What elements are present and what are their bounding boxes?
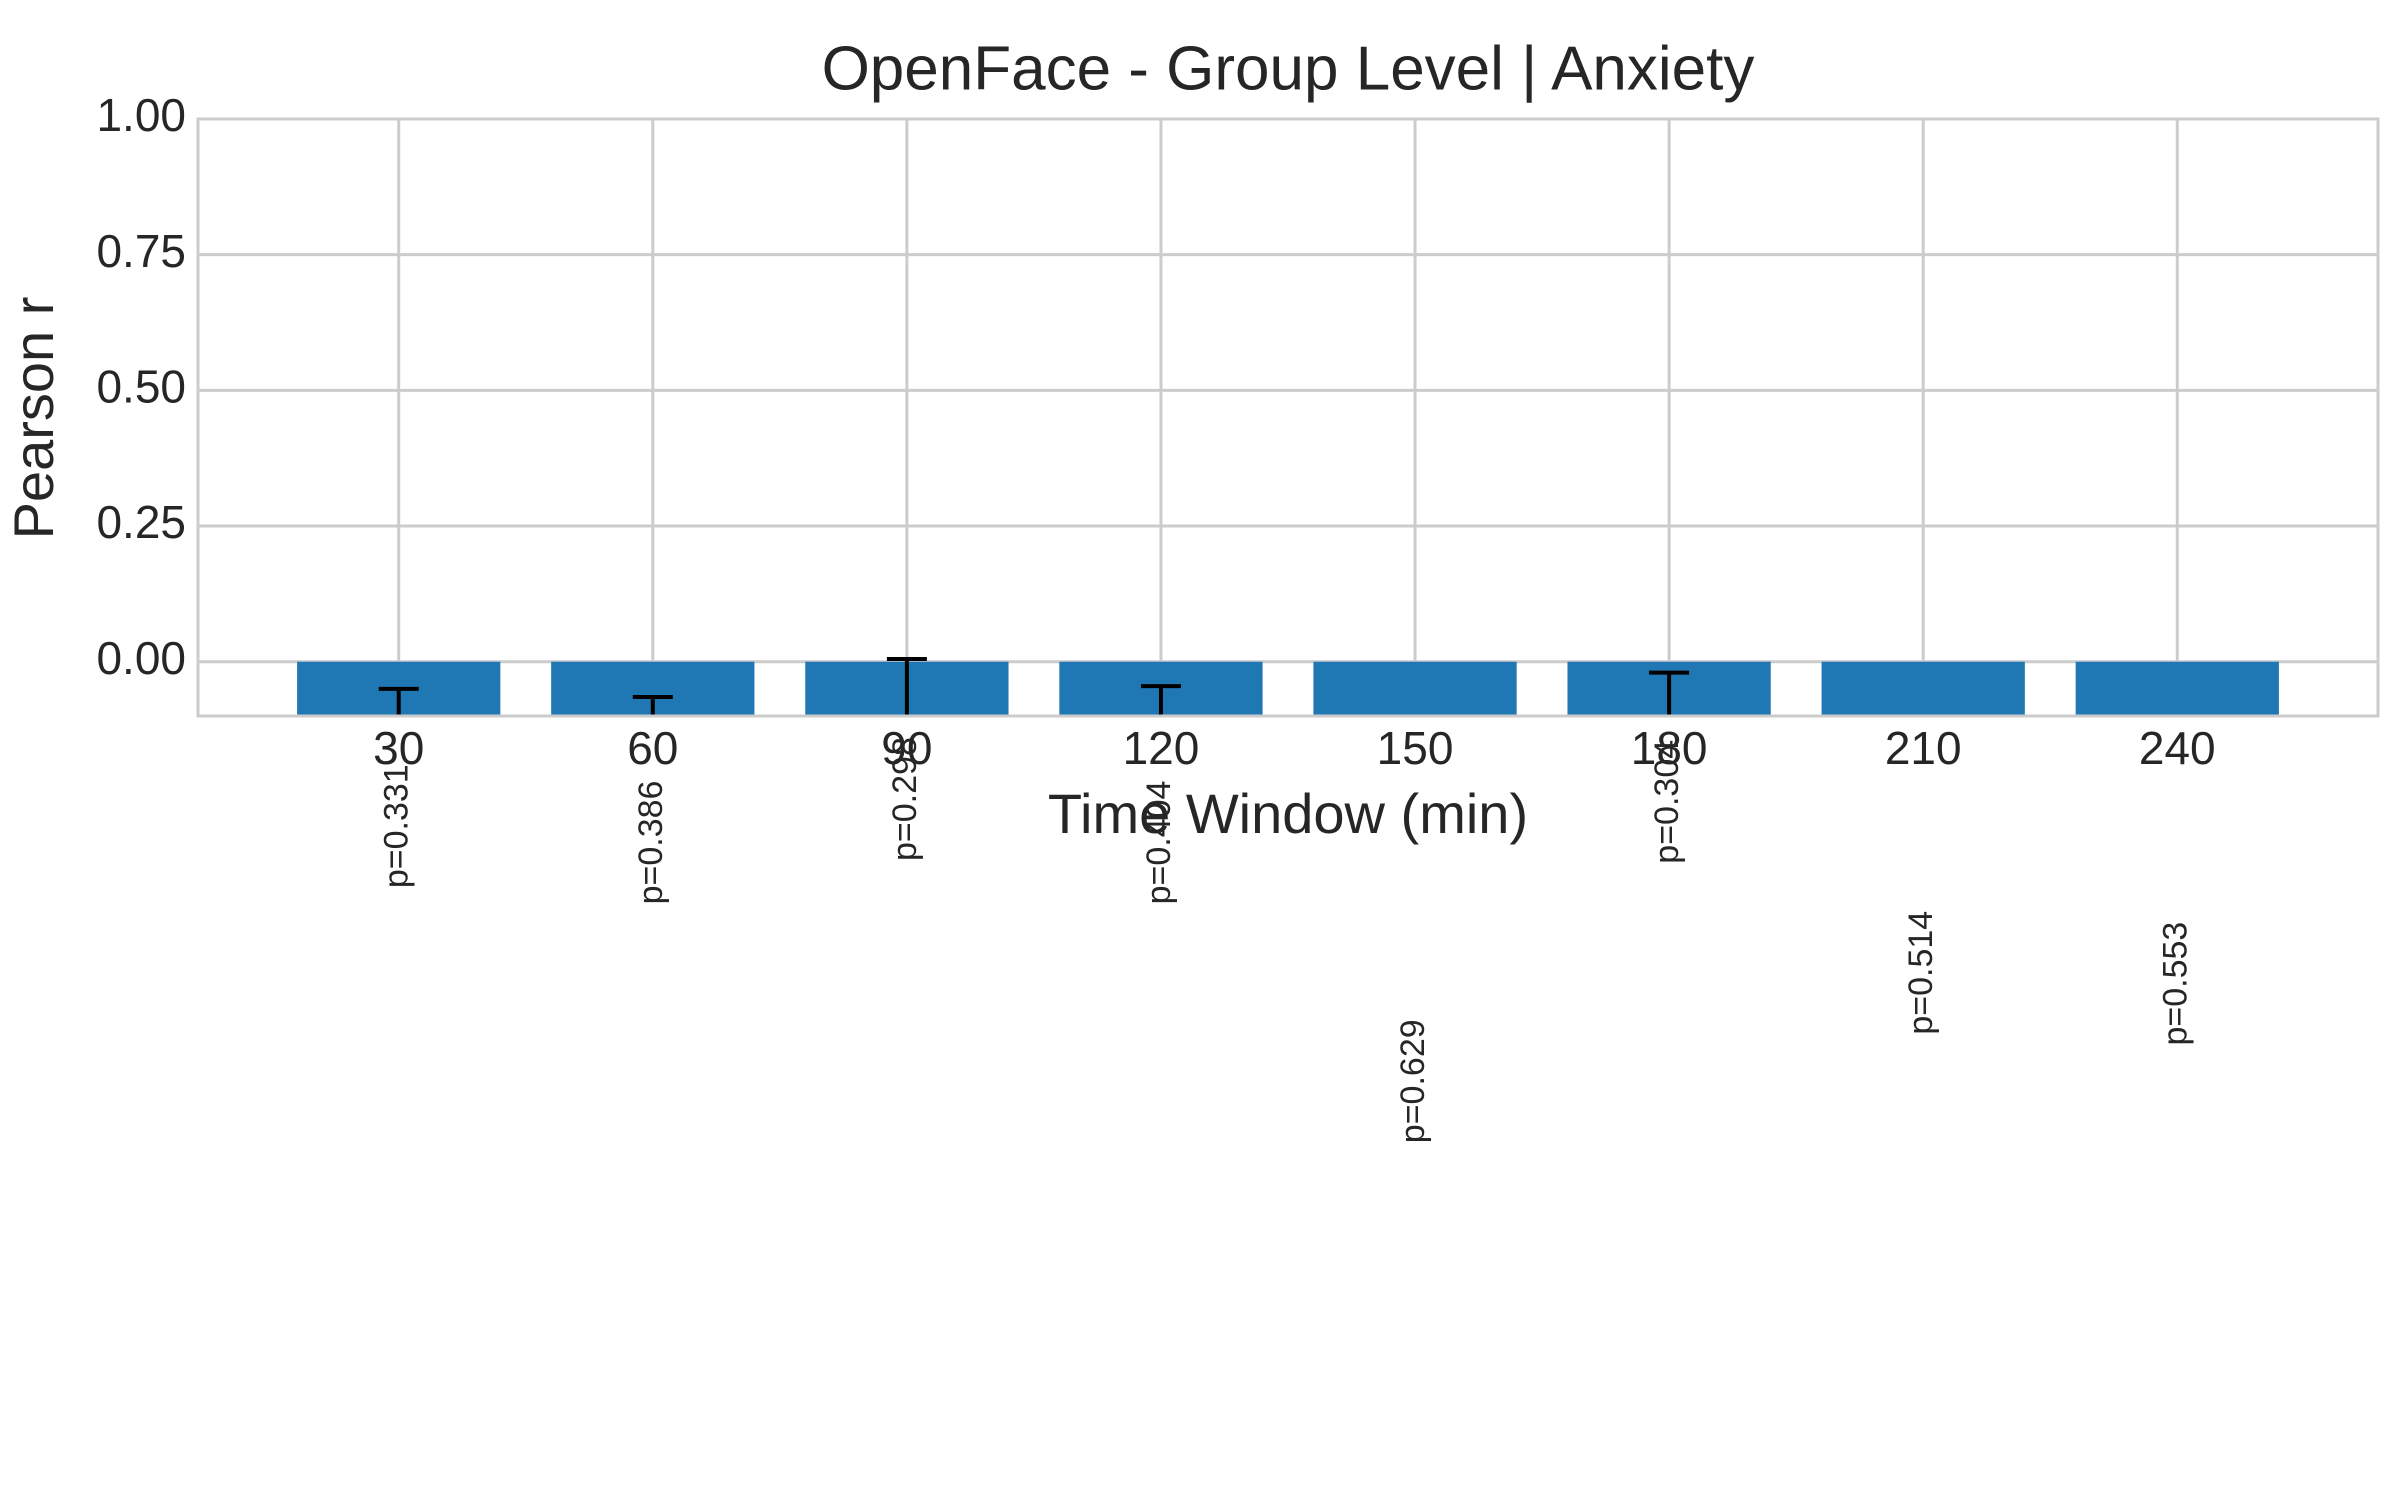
y-tick-label: 1.00: [96, 89, 186, 141]
bar: [2075, 661, 2279, 716]
x-tick-label: 90: [881, 722, 932, 774]
bar: [1313, 661, 1517, 716]
x-tick-label: 180: [1631, 722, 1708, 774]
x-tick-label: 210: [1885, 722, 1962, 774]
y-axis-title: Pearson r: [2, 297, 65, 540]
x-tick-label: 240: [2139, 722, 2216, 774]
bar: [1821, 661, 2025, 716]
value-label: p=0.331: [378, 764, 416, 888]
x-tick-label: 120: [1123, 722, 1200, 774]
error-bar: [886, 657, 927, 716]
value-label: p=0.514: [1902, 911, 1940, 1035]
x-axis-title: Time Window (min): [1048, 782, 1528, 845]
error-bar: [378, 686, 419, 716]
y-tick-label: 0.75: [96, 225, 186, 277]
plot-frame: [196, 117, 2380, 718]
value-label: p=0.553: [2156, 922, 2194, 1046]
value-label: p=0.298: [886, 737, 924, 861]
y-tick-label: 0.50: [96, 361, 186, 413]
y-tick-label: 0.25: [96, 496, 186, 548]
x-tick-label: 30: [373, 722, 424, 774]
labels: 0.00 0.25 0.50 0.75 1.00 30p=0.331 60 p=0.386 90…: [96, 89, 2215, 1143]
value-label: p=0.404: [1140, 781, 1178, 905]
error-bar: [632, 695, 673, 716]
x-tick-label: 60: [627, 722, 678, 774]
chart-title: OpenFace - Group Level | Anxiety: [822, 34, 1755, 103]
error-bar: [1649, 670, 1690, 716]
y-tick-label: 0.00: [96, 632, 186, 684]
value-label: p=0.629: [1394, 1019, 1432, 1143]
x-tick-label: 150: [1377, 722, 1454, 774]
bars: [297, 657, 2279, 716]
error-bar: [1140, 684, 1181, 716]
value-label: p=0.304: [1648, 740, 1686, 864]
value-label: p=0.386: [632, 781, 670, 905]
